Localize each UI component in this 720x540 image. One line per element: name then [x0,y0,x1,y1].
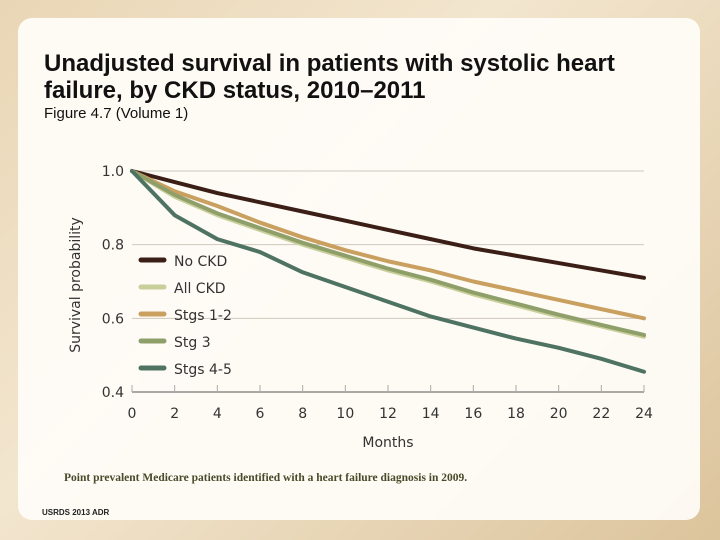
x-tick-label: 12 [379,406,397,422]
x-tick-label: 10 [336,406,354,422]
y-tick-label: 1.0 [102,164,124,180]
x-tick-label: 16 [464,406,482,422]
legend-label: Stgs 4-5 [174,362,232,378]
x-axis-title: Months [362,435,413,451]
series-line-stg-3 [130,169,646,337]
legend-label: Stgs 1-2 [174,308,232,324]
x-tick-label: 14 [422,406,440,422]
legend-label: All CKD [174,281,226,297]
y-tick-label: 0.8 [102,238,124,254]
legend-label: No CKD [174,254,227,270]
series-line-no-ckd [130,169,646,280]
series-line-stgs-4-5 [130,169,646,374]
figure-label: Figure 4.7 (Volume 1) [44,105,189,122]
x-tick-label: 0 [128,406,137,422]
x-tick-label: 24 [635,406,653,422]
y-axis-title: Survival probability [68,217,84,353]
x-tick-label: 2 [170,406,179,422]
source-label: USRDS 2013 ADR [42,508,110,517]
y-tick-label: 0.6 [102,311,124,327]
x-tick-label: 8 [298,406,307,422]
x-tick-label: 4 [213,406,222,422]
footnote: Point prevalent Medicare patients identi… [64,472,468,484]
legend-label: Stg 3 [174,335,211,351]
y-tick-label: 0.4 [102,385,124,401]
x-tick-label: 22 [592,406,610,422]
x-tick-label: 20 [550,406,568,422]
slide-title: Unadjusted survival in patients with sys… [44,50,615,104]
series-line-stgs-1-2 [130,169,646,321]
x-tick-label: 18 [507,406,525,422]
x-tick-label: 6 [256,406,265,422]
